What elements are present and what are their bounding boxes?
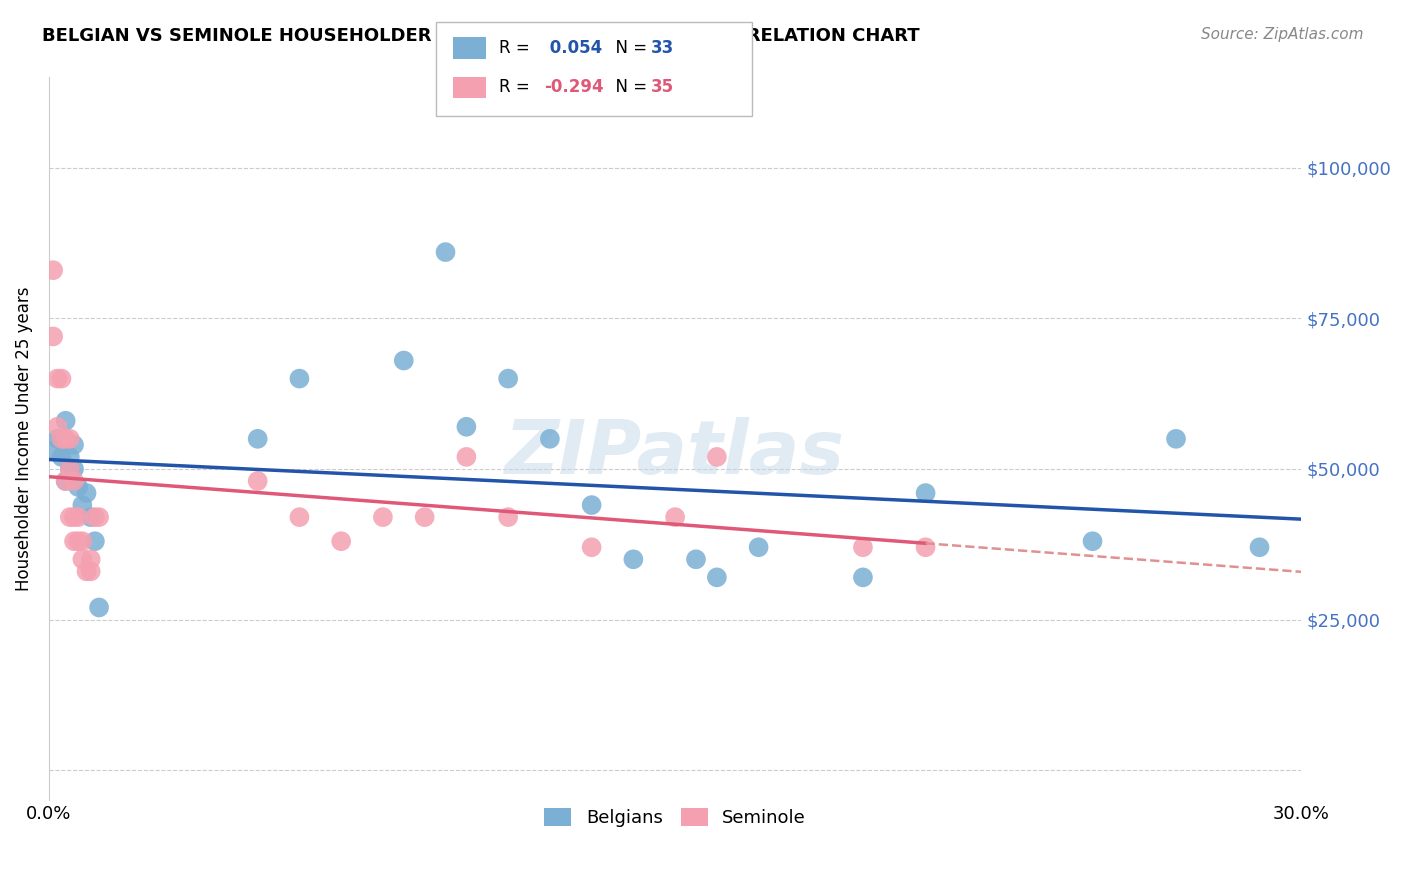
Point: [288, 510, 311, 524]
Point: [55, 432, 77, 446]
Point: [46, 419, 69, 434]
Point: [55, 474, 77, 488]
Point: [46, 371, 69, 385]
Point: [42, 263, 65, 277]
Point: [51, 371, 73, 385]
Point: [581, 498, 603, 512]
Point: [59, 432, 82, 446]
Point: [87, 600, 110, 615]
Point: [83, 534, 105, 549]
Point: [72, 552, 94, 566]
Point: [59, 462, 82, 476]
Point: [392, 353, 415, 368]
Point: [706, 450, 728, 464]
Point: [330, 534, 353, 549]
Point: [51, 432, 73, 446]
Point: [72, 498, 94, 512]
Text: 0.054: 0.054: [544, 39, 602, 57]
Text: N =: N =: [605, 78, 652, 96]
Point: [80, 510, 103, 524]
Point: [59, 510, 82, 524]
Point: [76, 565, 98, 579]
Point: [664, 510, 686, 524]
Point: [42, 443, 65, 458]
Point: [706, 570, 728, 584]
Point: [72, 534, 94, 549]
Text: 33: 33: [651, 39, 675, 57]
Point: [413, 510, 436, 524]
Text: BELGIAN VS SEMINOLE HOUSEHOLDER INCOME UNDER 25 YEARS CORRELATION CHART: BELGIAN VS SEMINOLE HOUSEHOLDER INCOME U…: [42, 27, 920, 45]
Point: [63, 462, 86, 476]
Point: [83, 510, 105, 524]
Point: [63, 438, 86, 452]
Point: [59, 462, 82, 476]
Point: [621, 552, 644, 566]
Point: [288, 371, 311, 385]
Point: [67, 480, 90, 494]
Point: [246, 474, 269, 488]
Legend: Belgians, Seminole: Belgians, Seminole: [537, 801, 813, 835]
Point: [496, 371, 519, 385]
Point: [63, 510, 86, 524]
Point: [63, 534, 86, 549]
Text: -0.294: -0.294: [544, 78, 603, 96]
Point: [852, 541, 875, 555]
Point: [67, 510, 90, 524]
Point: [55, 414, 77, 428]
Point: [685, 552, 707, 566]
Text: Source: ZipAtlas.com: Source: ZipAtlas.com: [1201, 27, 1364, 42]
Point: [496, 510, 519, 524]
Point: [1164, 432, 1187, 446]
Point: [246, 432, 269, 446]
Point: [914, 486, 936, 500]
Point: [67, 534, 90, 549]
Point: [581, 541, 603, 555]
Point: [59, 450, 82, 464]
Point: [434, 245, 457, 260]
Point: [80, 565, 103, 579]
Point: [42, 329, 65, 343]
Point: [80, 552, 103, 566]
Point: [371, 510, 394, 524]
Text: R =: R =: [499, 78, 536, 96]
Point: [1081, 534, 1104, 549]
Y-axis label: Householder Income Under 25 years: Householder Income Under 25 years: [15, 286, 32, 591]
Point: [76, 486, 98, 500]
Text: R =: R =: [499, 39, 536, 57]
Point: [51, 450, 73, 464]
Point: [63, 474, 86, 488]
Text: N =: N =: [605, 39, 652, 57]
Point: [1249, 541, 1271, 555]
Point: [51, 432, 73, 446]
Point: [456, 450, 478, 464]
Point: [538, 432, 561, 446]
Point: [852, 570, 875, 584]
Text: ZIPatlas: ZIPatlas: [505, 417, 845, 490]
Point: [55, 474, 77, 488]
Point: [87, 510, 110, 524]
Point: [748, 541, 770, 555]
Text: 35: 35: [651, 78, 673, 96]
Point: [914, 541, 936, 555]
Point: [456, 419, 478, 434]
Point: [46, 432, 69, 446]
